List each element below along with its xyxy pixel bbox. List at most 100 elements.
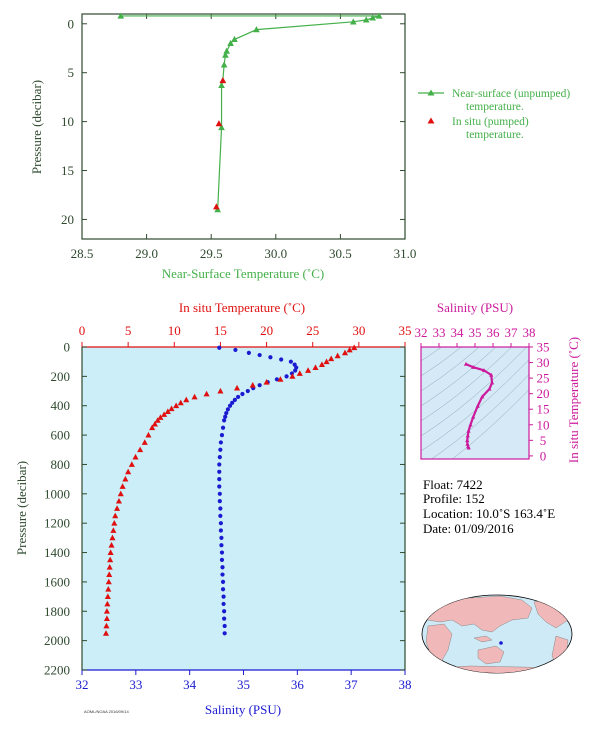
- ts-temperature-tick-label: 30: [537, 355, 550, 370]
- temperature-point: [109, 534, 116, 541]
- legend-marker-near-surface: [427, 89, 435, 96]
- ts-profile-point: [465, 438, 470, 442]
- temperature-point: [249, 381, 256, 388]
- temperature-point: [115, 497, 122, 504]
- salinity-point: [230, 400, 235, 405]
- ts-profile-point: [466, 445, 471, 450]
- temperature-point: [117, 490, 124, 497]
- legend-marker-in-situ: [427, 117, 435, 124]
- salinity-point: [220, 425, 226, 430]
- temperature-tick-label: 20: [260, 323, 273, 338]
- ts-chart-top-label: Salinity (PSU): [437, 300, 513, 315]
- salinity-point: [284, 374, 289, 379]
- temperature-point: [110, 527, 117, 533]
- top-y-tick-label: 15: [61, 163, 74, 178]
- salinity-point: [217, 345, 222, 350]
- ts-salinity-tick-label: 37: [505, 325, 519, 340]
- temperature-point: [105, 586, 112, 592]
- bottom-chart-ylabel: Pressure (decibar): [14, 461, 29, 555]
- salinity-point: [225, 407, 230, 412]
- near-surface-point: [218, 81, 225, 89]
- pressure-tick-label: 2200: [44, 663, 70, 678]
- near-surface-point: [223, 47, 231, 54]
- temperature-tick-label: 25: [306, 323, 319, 338]
- salinity-point: [223, 414, 228, 419]
- ts-temperature-tick-label: 20: [537, 386, 550, 401]
- temperature-point: [103, 622, 110, 629]
- salinity-point: [222, 418, 227, 423]
- salinity-point: [245, 388, 250, 394]
- density-contour: [411, 227, 541, 337]
- salinity-point: [236, 394, 241, 400]
- temperature-tick-label: 15: [214, 323, 227, 338]
- salinity-point: [219, 432, 225, 438]
- legend-label-in-situ: In situ (pumped): [452, 116, 529, 128]
- temperature-tick-label: 10: [168, 323, 181, 338]
- pressure-tick-label: 1200: [44, 516, 70, 531]
- salinity-point: [221, 601, 226, 607]
- top-y-tick-label: 5: [68, 65, 75, 80]
- ts-profile-point: [463, 361, 469, 366]
- ts-temperature-tick-label: 0: [540, 448, 547, 463]
- ts-profile-point: [471, 414, 476, 419]
- top-chart-ylabel: Pressure (decibar): [29, 80, 44, 174]
- temperature-point: [263, 379, 270, 385]
- temperature-point: [305, 367, 312, 373]
- temperature-point: [334, 352, 341, 359]
- ts-salinity-tick-label: 35: [469, 325, 482, 340]
- legend-label-near-surface: Near-surface (unpumped): [452, 88, 570, 100]
- location-text: Location: 10.0˚S 163.4˚E: [423, 506, 555, 521]
- salinity-tick-label: 38: [399, 677, 412, 692]
- top-x-tick-label: 28.5: [71, 246, 94, 261]
- salinity-point: [274, 377, 279, 382]
- temperature-point: [106, 571, 113, 577]
- ts-temperature-tick-label: 15: [537, 402, 550, 417]
- ts-profile-point: [480, 394, 485, 399]
- top-x-tick-label: 29.5: [200, 246, 223, 261]
- top-chart-ticks: 28.5 29.0 29.5 30.0 30.5 31.0 0 5 10 15 20: [61, 14, 416, 261]
- temperature-point: [105, 578, 112, 585]
- density-contour: [421, 359, 529, 452]
- density-contour: [421, 347, 512, 422]
- pressure-tick-label: 800: [51, 457, 71, 472]
- salinity-point: [293, 368, 298, 373]
- density-contour: [451, 389, 529, 459]
- temperature-tick-label: 5: [125, 323, 132, 338]
- density-contours: [411, 227, 541, 459]
- density-contour: [421, 347, 442, 362]
- pressure-tick-label: 200: [51, 369, 71, 384]
- temperature-point: [114, 505, 121, 511]
- temperature-tick-label: 0: [79, 323, 86, 338]
- ts-profile-point: [465, 433, 470, 438]
- salinity-point: [219, 557, 225, 562]
- temperature-point: [141, 439, 148, 445]
- salinity-point: [222, 623, 227, 629]
- temperature-point: [157, 414, 164, 420]
- salinity-tick-label: 33: [129, 677, 142, 692]
- temperature-point: [112, 512, 119, 519]
- pressure-tick-label: 1600: [44, 574, 70, 589]
- salinity-point: [240, 391, 245, 397]
- top-chart-series: [117, 12, 383, 213]
- temperature-point: [351, 344, 358, 351]
- ts-salinity-tick-label: 38: [523, 325, 536, 340]
- temperature-point: [128, 461, 135, 467]
- salinity-point: [246, 350, 251, 355]
- salinity-point: [217, 455, 222, 460]
- temperature-point: [151, 420, 158, 427]
- date-text: Date: 01/09/2016: [423, 521, 514, 536]
- in-situ-point: [219, 77, 227, 84]
- salinity-tick-label: 34: [183, 677, 197, 692]
- profile-text: Profile: 152: [423, 491, 485, 506]
- salinity-point: [279, 357, 284, 362]
- salinity-point: [221, 594, 226, 599]
- salinity-point: [224, 410, 229, 416]
- salinity-point: [217, 499, 222, 504]
- pressure-tick-label: 2000: [44, 633, 70, 648]
- temperature-point: [289, 373, 296, 379]
- legend-label-in-situ-line2: temperature.: [466, 129, 524, 141]
- bottom-chart-series: [102, 344, 358, 636]
- world-location-map: [421, 594, 573, 674]
- float-info: Float: 7422 Profile: 152 Location: 10.0˚…: [423, 477, 555, 536]
